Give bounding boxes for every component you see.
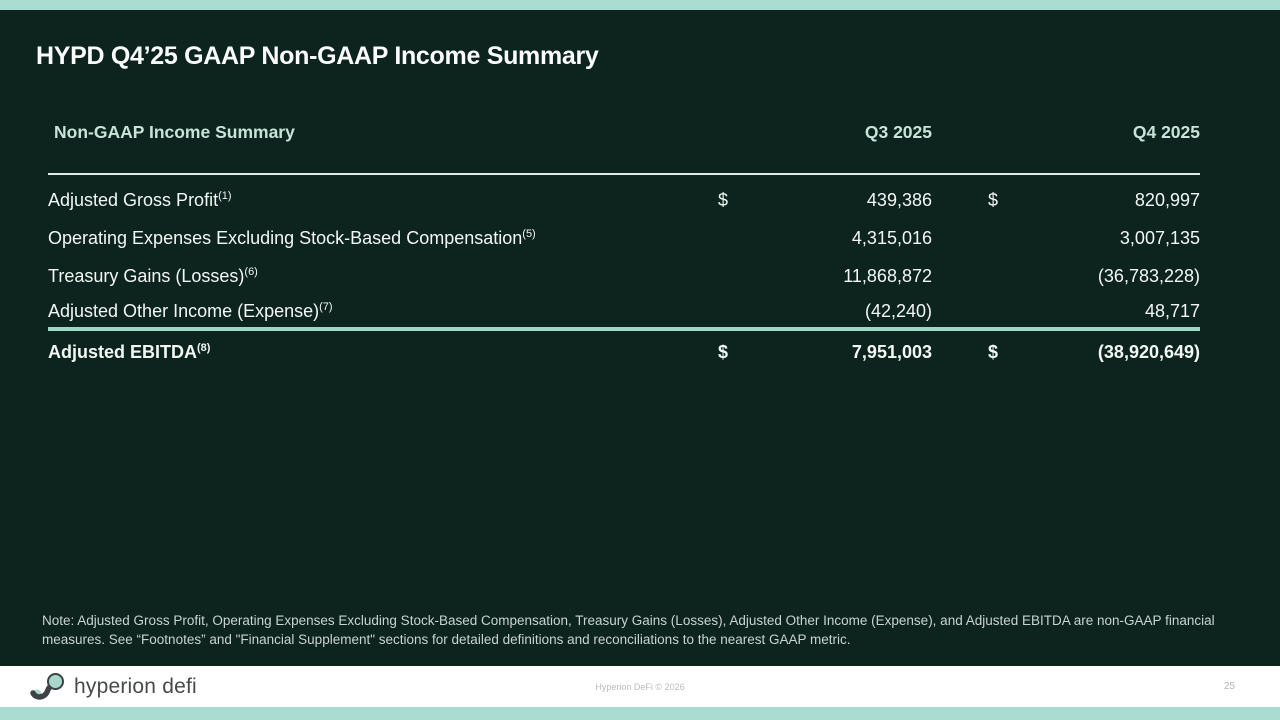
q4-value: 3,007,135: [1119, 227, 1200, 248]
q4-currency: $: [988, 189, 999, 210]
table-row-adjusted-ebitda: Adjusted EBITDA(8) $ 7,951,003 $ (38,920…: [48, 331, 1200, 371]
top-accent-bar: [0, 0, 1280, 10]
q4-value: (36,783,228): [1097, 265, 1200, 286]
q3-currency: $: [718, 341, 729, 362]
q4-currency: $: [988, 341, 999, 362]
q3-value: (42,240): [864, 300, 932, 321]
logo-wordmark: hyperion defi: [74, 674, 197, 698]
q3-value: 11,868,872: [843, 265, 932, 286]
row-label-text: Adjusted Other Income (Expense): [48, 300, 320, 321]
copyright-text: Hyperion DeFi © 2026: [595, 681, 685, 692]
footer-bar: hyperion defi Hyperion DeFi © 2026 25: [0, 666, 1280, 707]
q4-value: 820,997: [1134, 189, 1200, 210]
income-summary-table: Non-GAAP Income Summary Q3 2025 Q4 2025 …: [48, 112, 1200, 371]
footnote-ref: (5): [522, 227, 536, 240]
non-gaap-disclaimer-note: Note: Adjusted Gross Profit, Operating E…: [42, 613, 1215, 647]
q3-value: 439,386: [866, 189, 932, 210]
page-number: 25: [1223, 681, 1235, 692]
row-label: Adjusted EBITDA(8): [48, 342, 718, 363]
q4-value: 48,717: [1144, 300, 1200, 321]
table-body: Adjusted Gross Profit(1) $ 439,386 $ 820…: [48, 181, 1200, 371]
column-header-q4: Q4 2025: [1132, 121, 1200, 142]
row-label-text: Treasury Gains (Losses): [48, 265, 245, 286]
q4-value: (38,920,649): [1097, 341, 1200, 362]
footnote-ref: (6): [244, 265, 258, 278]
header-divider-line: [48, 173, 1200, 175]
row-label-text: Adjusted Gross Profit: [48, 189, 219, 210]
row-label-text: Operating Expenses Excluding Stock-Based…: [48, 227, 523, 248]
hyperion-defi-logo: hyperion defi: [28, 672, 197, 702]
footnote-ref: (1): [218, 189, 232, 202]
q3-value: 4,315,016: [851, 227, 932, 248]
table-row-treasury-gains: Treasury Gains (Losses)(6) 11,868,872 (3…: [48, 257, 1200, 295]
q3-value: 7,951,003: [851, 341, 932, 362]
row-label: Adjusted Other Income (Expense)(7): [48, 301, 718, 322]
table-row-adjusted-gross-profit: Adjusted Gross Profit(1) $ 439,386 $ 820…: [48, 181, 1200, 219]
table-header-title: Non-GAAP Income Summary: [54, 121, 295, 142]
hyperion-defi-logo-icon: [30, 672, 64, 700]
row-label-text: Adjusted EBITDA: [48, 341, 198, 362]
row-label: Adjusted Gross Profit(1): [48, 190, 718, 211]
bottom-accent-bar: [0, 707, 1280, 720]
row-label: Operating Expenses Excluding Stock-Based…: [48, 228, 718, 249]
table-header-row: Non-GAAP Income Summary Q3 2025 Q4 2025: [48, 112, 1200, 152]
table-row-operating-expenses: Operating Expenses Excluding Stock-Based…: [48, 219, 1200, 257]
table-row-adjusted-other-income: Adjusted Other Income (Expense)(7) (42,2…: [48, 295, 1200, 331]
slide-title: HYPD Q4’25 GAAP Non-GAAP Income Summary: [36, 42, 599, 70]
footnote-ref: (8): [197, 341, 211, 354]
footnote-ref: (7): [319, 300, 333, 313]
q3-currency: $: [718, 189, 729, 210]
row-label: Treasury Gains (Losses)(6): [48, 266, 718, 287]
column-header-q3: Q3 2025: [864, 121, 932, 142]
